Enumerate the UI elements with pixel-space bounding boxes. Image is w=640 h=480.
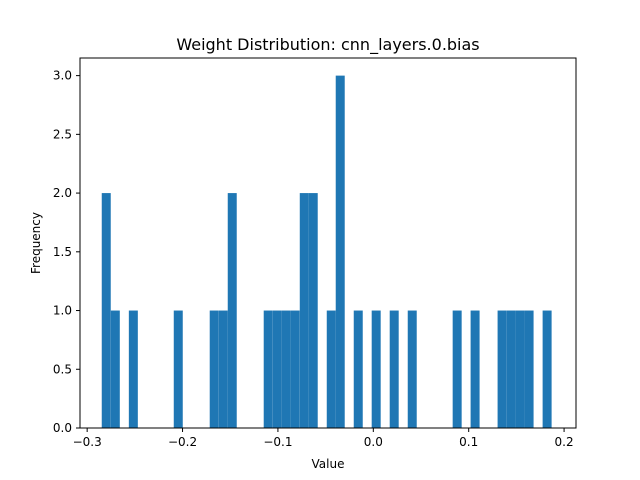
axes-frame	[79, 57, 577, 429]
histogram-bar	[389, 310, 399, 428]
histogram-bar	[506, 310, 516, 428]
histogram-bar	[101, 193, 111, 428]
histogram-bar	[497, 310, 507, 428]
y-tick-label: 0.5	[53, 362, 72, 376]
x-tick-label: 0.1	[459, 435, 478, 449]
histogram-bar	[470, 310, 480, 428]
histogram-bar	[542, 310, 552, 428]
x-tick-label: −0.1	[263, 435, 292, 449]
y-tick-label: 1.0	[53, 304, 72, 318]
y-axis-ticks: 0.0 0.5 1.0 1.5 2.0 2.5 3.0	[53, 69, 80, 435]
y-tick-label: 2.0	[53, 186, 72, 200]
histogram-bar	[371, 310, 381, 428]
histogram-bar	[515, 310, 525, 428]
histogram-bar	[299, 193, 309, 428]
x-axis-label: Value	[312, 457, 345, 471]
y-tick-label: 1.5	[53, 245, 72, 259]
histogram-bar	[209, 310, 219, 428]
histogram-bar	[128, 310, 138, 428]
x-tick-label: 0.0	[364, 435, 383, 449]
histogram-bar	[272, 310, 282, 428]
chart-title: Weight Distribution: cnn_layers.0.bias	[176, 35, 479, 55]
y-tick-label: 3.0	[53, 69, 72, 83]
histogram-bar	[335, 75, 345, 429]
histogram-bar	[227, 193, 237, 428]
histogram-bar	[290, 310, 300, 428]
histogram-bar	[326, 310, 336, 428]
plot-area: −0.3 −0.2 −0.1 0.0 0.1 0.2 0.0 0.5 1.0 1.5 2.0 2.5…	[53, 57, 577, 449]
histogram-bar	[281, 310, 291, 428]
histogram-bar	[218, 310, 228, 428]
bar-group	[101, 75, 552, 429]
histogram-bar	[173, 310, 183, 428]
histogram-bar	[308, 193, 318, 428]
x-axis-ticks: −0.3 −0.2 −0.1 0.0 0.1 0.2	[73, 428, 574, 449]
x-tick-label: −0.3	[73, 435, 102, 449]
histogram-bar	[452, 310, 462, 428]
y-axis-label: Frequency	[29, 212, 43, 274]
y-tick-label: 2.5	[53, 127, 72, 141]
histogram-bar	[353, 310, 363, 428]
x-tick-label: 0.2	[555, 435, 574, 449]
histogram-bar	[407, 310, 417, 428]
histogram-bar	[110, 310, 120, 428]
y-tick-label: 0.0	[53, 421, 72, 435]
x-tick-label: −0.2	[168, 435, 197, 449]
histogram-bar	[263, 310, 273, 428]
histogram-bar	[524, 310, 534, 428]
